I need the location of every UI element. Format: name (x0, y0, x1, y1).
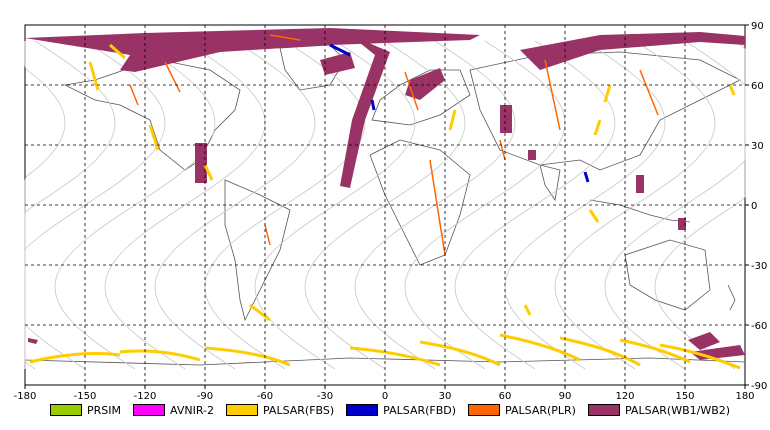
swath-wb-arc-2 (340, 35, 390, 188)
y-tick-label: -90 (751, 381, 767, 392)
y-tick-label: -30 (751, 261, 767, 272)
swath-fbs-5 (448, 109, 457, 131)
legend-swatch (468, 404, 501, 416)
legend-item: PALSAR(FBS) (225, 403, 335, 417)
x-tick-label: 30 (439, 391, 452, 402)
swath-plr-1 (269, 34, 301, 41)
swath-fbs-7 (593, 119, 602, 136)
legend-item: PALSAR(WB1/WB2) (587, 403, 731, 417)
x-tick-label: -90 (197, 391, 213, 402)
swath-fbs-9 (588, 209, 600, 223)
x-tick-label: 90 (559, 391, 572, 402)
swath-fbs-20 (659, 343, 741, 370)
swath-wb-arc-5 (320, 52, 355, 75)
x-tick-label: 60 (499, 391, 512, 402)
legend-label: PALSAR(PLR) (505, 403, 576, 417)
swath-fbs-12 (29, 352, 121, 364)
ground-track (404, 40, 566, 370)
swath-fbs-1 (109, 43, 126, 60)
legend-label: PALSAR(FBD) (383, 403, 457, 417)
swath-fbs-10 (249, 303, 271, 322)
x-tick-labels: -180 -150 -120 -90 -60 -30 0 30 60 90 120 150 180 (14, 385, 755, 402)
swath-fbd-2 (370, 99, 376, 111)
swath-wb-arc-4 (405, 68, 445, 100)
swath-wb-8 (528, 150, 536, 160)
swath-wb-7 (500, 105, 512, 133)
swath-plr-7 (499, 139, 506, 161)
swath-fbs-6 (603, 84, 612, 103)
swath-fbd-3 (583, 171, 590, 183)
legend-swatch (133, 404, 165, 416)
swath-wb-10 (678, 218, 686, 230)
ground-track (554, 40, 716, 370)
x-tick-label: -120 (134, 391, 157, 402)
legend-item: PALSAR(FBD) (346, 404, 456, 417)
graticule (25, 25, 745, 385)
swath-fbs-11 (523, 304, 532, 316)
y-tick-label: 60 (751, 81, 764, 92)
legend-label: PALSAR(WB1/WB2) (624, 403, 731, 417)
y-tick-label: 0 (751, 201, 757, 212)
swath-fbs-2 (88, 61, 100, 91)
x-tick-label: 180 (735, 391, 754, 402)
swath-plr-8 (264, 224, 271, 246)
y-tick-label: 30 (751, 141, 764, 152)
legend: PRSIM AVNIR-2 PALSAR(FBS) PALSAR(FBD) PALSAR… (50, 402, 742, 418)
legend-item: AVNIR-2 (133, 404, 214, 417)
ground-track (254, 40, 416, 370)
swath-plr-3 (404, 71, 419, 111)
legend-swatch (587, 404, 620, 416)
legend-label: PALSAR(FBS) (262, 403, 335, 417)
swath-wb-arc-1 (25, 28, 480, 72)
swath-fbs-17 (499, 333, 581, 362)
x-tick-label: 150 (675, 391, 694, 402)
swath-wb-11 (688, 332, 720, 350)
swath-fbd-1 (329, 43, 351, 57)
legend-swatch (50, 404, 82, 416)
swath-fbs-3 (148, 124, 160, 151)
swath-plr-9 (129, 84, 139, 106)
legend-label: PRSIM (87, 403, 121, 417)
swath-plr-5 (544, 59, 561, 131)
ground-track (104, 40, 266, 370)
legend-item: PALSAR(PLR) (468, 404, 576, 417)
swath-wb-9 (636, 175, 644, 193)
x-tick-label: 0 (382, 391, 388, 402)
swath-plr-4 (429, 159, 446, 256)
y-tick-labels: 90 60 30 0 -30 -60 -90 (745, 21, 767, 392)
swath-fbs-18 (559, 336, 641, 367)
swath-fbs-8 (728, 84, 736, 96)
swath-wb-6 (195, 143, 207, 183)
x-tick-label: 120 (615, 391, 634, 402)
swath-fbs-16 (419, 340, 501, 367)
swath-wb-arc-3 (520, 32, 745, 70)
y-tick-label: -60 (751, 321, 767, 332)
swath-fbs-15 (349, 346, 441, 367)
x-tick-label: -30 (317, 391, 333, 402)
legend-swatch (225, 404, 258, 416)
swath-fbs-13 (119, 349, 201, 362)
swath-fbs-14 (204, 346, 291, 367)
x-tick-label: -150 (74, 391, 97, 402)
swath-fbs-4 (203, 164, 214, 181)
swath-fbs-19 (619, 338, 691, 364)
y-tick-label: 90 (751, 21, 764, 32)
legend-label: AVNIR-2 (170, 403, 214, 417)
observation-swaths (25, 28, 745, 370)
x-tick-label: -180 (14, 391, 37, 402)
swath-plr-2 (164, 61, 181, 93)
legend-swatch (346, 404, 379, 416)
x-tick-label: -60 (257, 391, 273, 402)
swath-wb-13 (28, 338, 38, 344)
legend-item: PRSIM (50, 404, 121, 417)
swath-plr-6 (639, 69, 659, 116)
